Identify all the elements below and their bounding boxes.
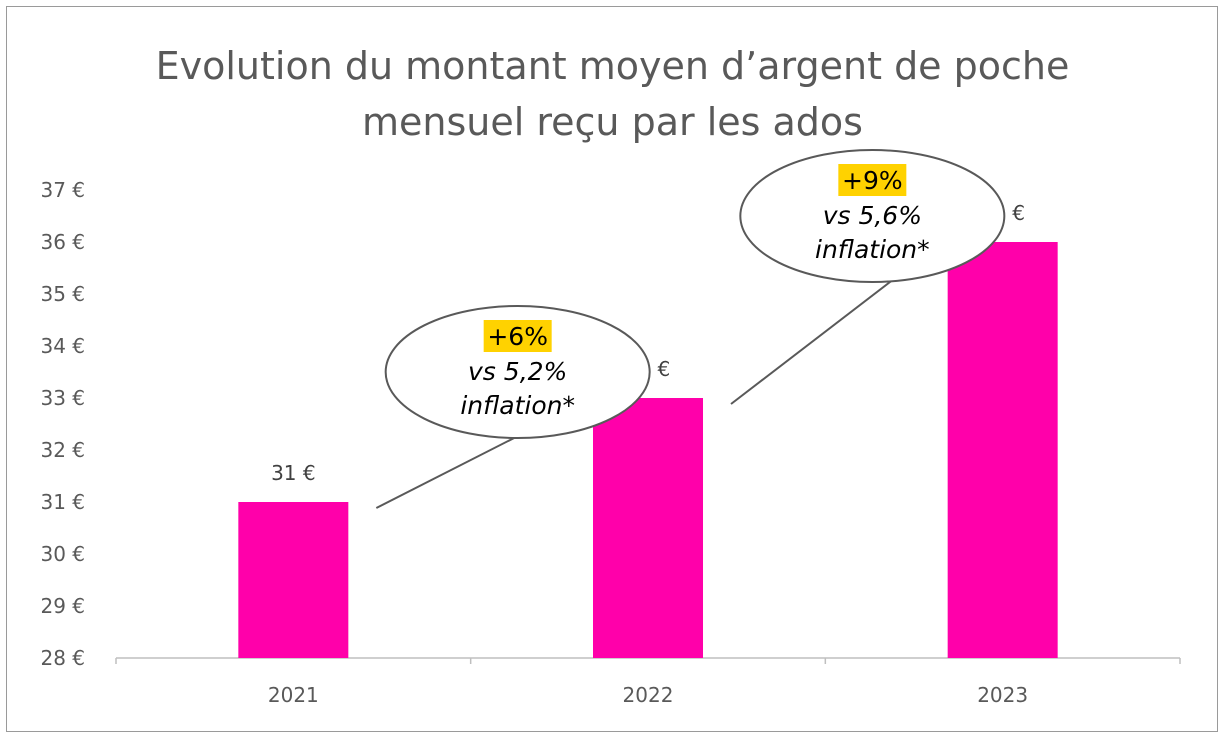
inflation-comparison: vs 5,2% [468,357,567,386]
bar [947,242,1058,658]
bars: 31 €33 €36 € [238,201,1058,658]
y-axis: 28 € 29 € 30 € 31 € 32 € 33 € 34 € 35 € 36 € 37 € [40,178,85,670]
inflation-comparison: vs 5,6% [823,201,922,230]
bar [238,502,349,658]
y-tick-label: 33 € [40,386,85,410]
chart-title-line-2: mensuel reçu par les ados [362,100,863,144]
growth-callout: +9% vs 5,6% inflation* [739,149,1006,283]
percent-highlight [483,320,552,352]
growth-percent: +6% [487,322,548,351]
y-tick-label: 28 € [40,646,85,670]
y-tick-label: 32 € [40,438,85,462]
x-tick-label: 2023 [977,683,1028,707]
chart-title: Evolution du montant moyen d’argent de p… [0,38,1225,150]
y-tick-label: 30 € [40,542,85,566]
y-tick-label: 31 € [40,490,85,514]
x-tick-label: 2021 [268,683,319,707]
y-tick-label: 35 € [40,282,85,306]
growth-callout: +6% vs 5,2% inflation* [384,305,651,439]
annotations: +6% vs 5,2% inflation* +9% vs 5,6% inflation* [375,149,1006,509]
x-tick-label: 2022 [623,683,674,707]
x-axis: 2021 2022 2023 [115,657,1181,707]
inflation-label: inflation* [815,235,930,264]
growth-percent: +9% [842,166,903,195]
data-label: 31 € [271,461,316,485]
percent-highlight [838,164,907,196]
y-tick-label: 37 € [40,178,85,202]
callout-ellipse [739,149,1006,283]
bar [593,398,703,658]
y-tick-label: 36 € [40,230,85,254]
y-tick-label: 29 € [40,594,85,618]
y-tick-label: 34 € [40,334,85,358]
chart-title-line-1: Evolution du montant moyen d’argent de p… [155,44,1070,88]
callout-ellipse [384,305,651,439]
inflation-label: inflation* [460,391,575,420]
